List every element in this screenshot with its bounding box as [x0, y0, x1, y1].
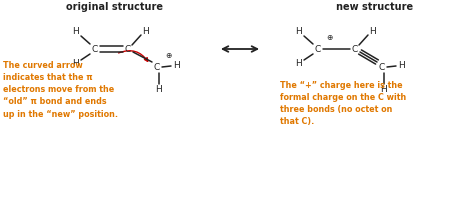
Text: C: C: [379, 62, 385, 71]
Text: ⊕: ⊕: [326, 32, 332, 42]
Text: C: C: [125, 45, 131, 54]
Text: H: H: [296, 27, 302, 36]
Text: H: H: [73, 27, 79, 36]
Text: C: C: [92, 45, 98, 54]
Text: C: C: [352, 45, 358, 54]
Text: C: C: [315, 45, 321, 54]
Text: new structure: new structure: [337, 2, 413, 12]
Text: H: H: [399, 61, 405, 70]
FancyArrowPatch shape: [118, 51, 148, 61]
Text: original structure: original structure: [66, 2, 164, 12]
Text: H: H: [296, 60, 302, 68]
Text: H: H: [173, 61, 181, 70]
Text: C: C: [154, 62, 160, 71]
Text: H: H: [73, 60, 79, 68]
Text: ⊕: ⊕: [165, 51, 171, 60]
Text: The “+” charge here is the
formal charge on the C with
three bonds (no octet on
: The “+” charge here is the formal charge…: [280, 81, 406, 126]
Text: The curved arrow
indicates that the π
electrons move from the
“old” π bond and e: The curved arrow indicates that the π el…: [3, 61, 118, 119]
Text: H: H: [370, 26, 376, 35]
Text: H: H: [381, 85, 387, 94]
Text: H: H: [155, 85, 163, 94]
Text: H: H: [143, 26, 149, 35]
